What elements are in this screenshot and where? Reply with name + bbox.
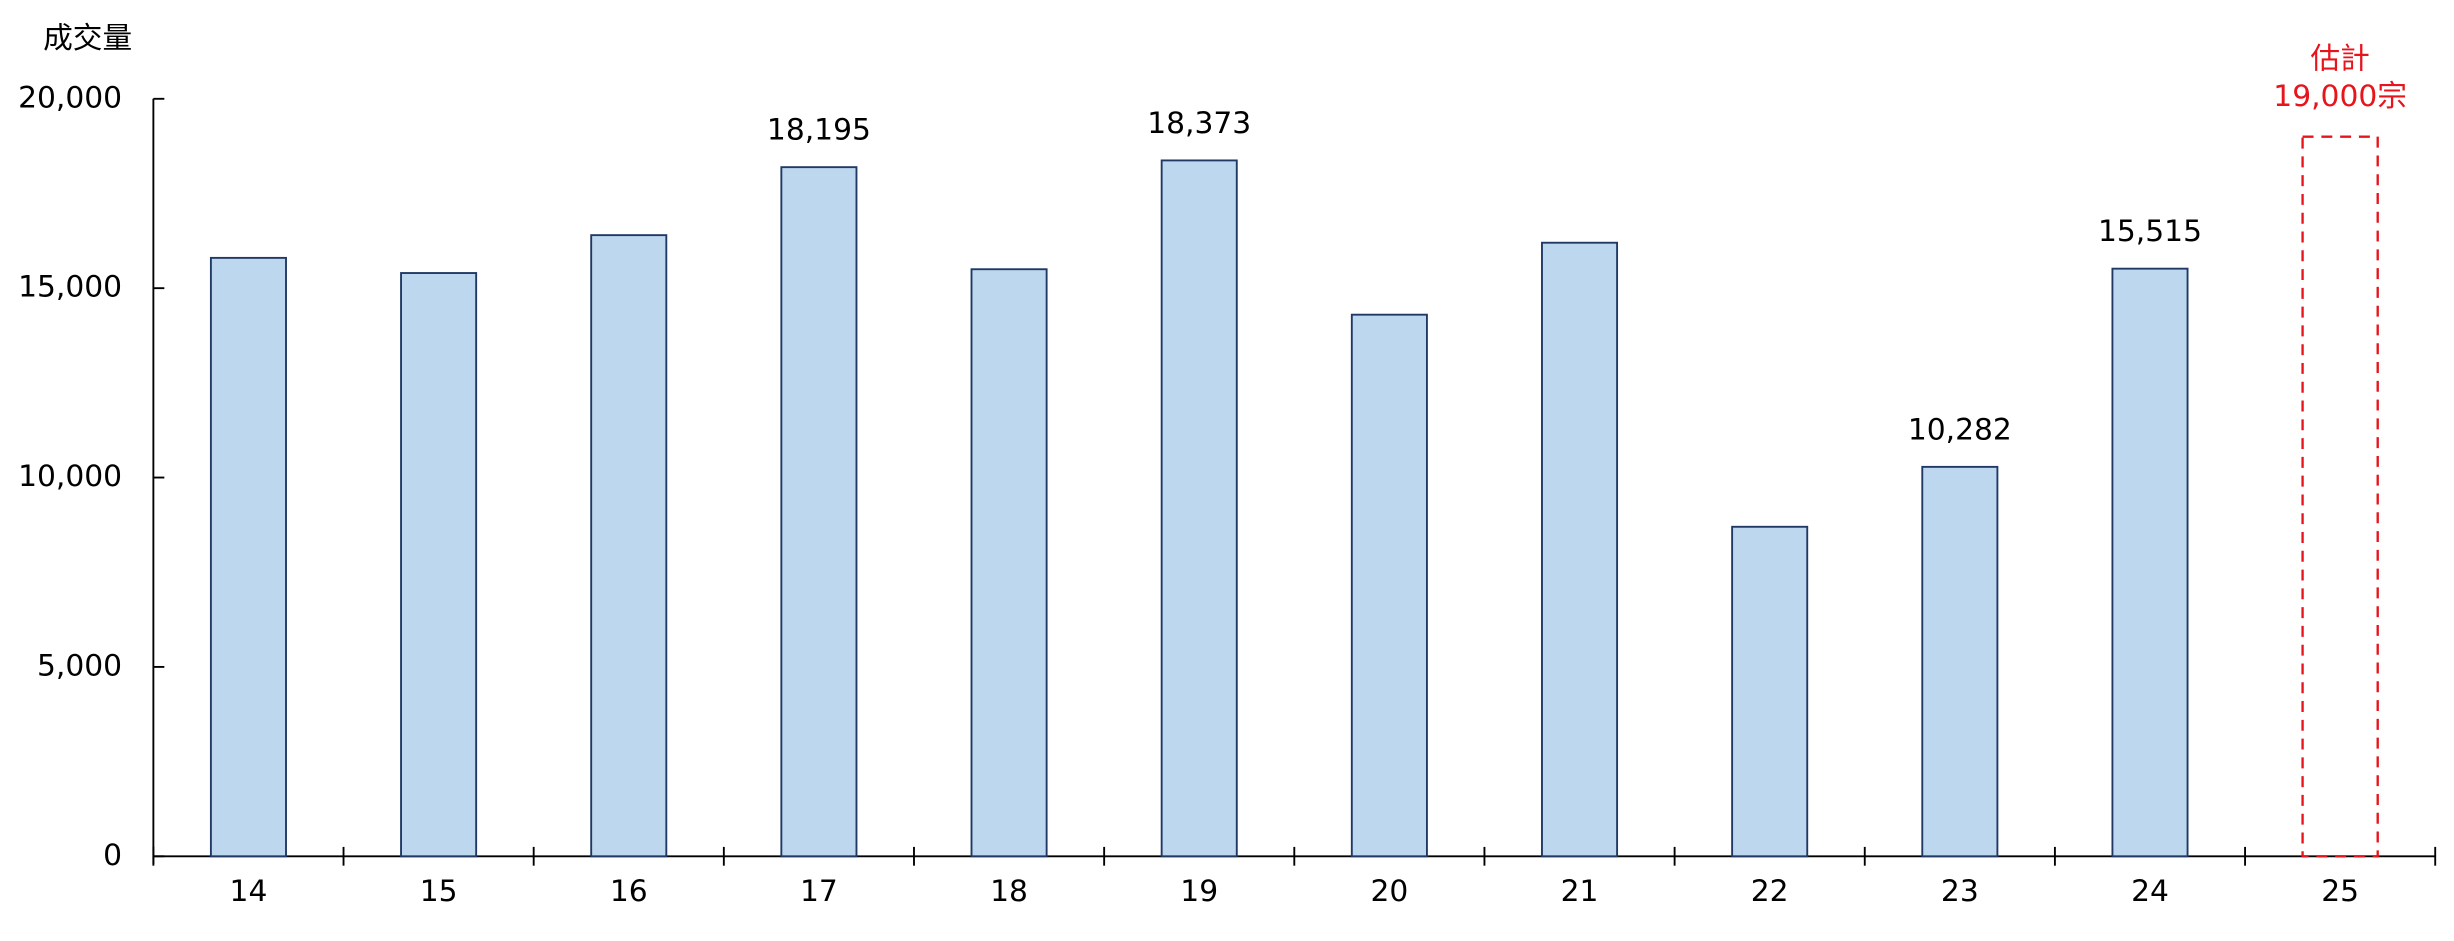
x-tick-label: 25 [2321,874,2359,909]
bar [1921,465,1999,858]
x-tick-label: 22 [1751,874,1789,909]
y-axis-label: 成交量 [43,21,132,56]
y-tick-label: 20,000 [18,80,122,115]
value-label: 18,195 [767,113,871,148]
bar [590,234,668,858]
x-tick-label: 16 [610,874,648,909]
bar [970,268,1048,858]
y-tick-label: 5,000 [37,648,122,683]
estimate-text: 估計 [2310,41,2369,76]
x-tick-label: 23 [1941,874,1979,909]
bar [1160,159,1238,858]
x-tick-label: 19 [1180,874,1218,909]
value-label: 18,373 [1147,106,1251,141]
value-label: 10,282 [1908,412,2012,447]
estimate-value-label: 19,000宗 [2273,79,2407,114]
y-tick-label: 15,000 [18,270,122,305]
y-tick-label: 10,000 [18,459,122,494]
x-tick-label: 15 [420,874,458,909]
x-tick-label: 20 [1370,874,1408,909]
y-tick-label: 0 [103,838,122,873]
x-tick-label: 14 [230,874,268,909]
bar [400,272,478,858]
x-tick-label: 24 [2131,874,2169,909]
x-tick-label: 18 [990,874,1028,909]
bar [1541,241,1619,858]
bar [1731,525,1809,858]
x-tick-label: 21 [1561,874,1599,909]
x-tick-label: 17 [800,874,838,909]
value-label: 15,515 [2098,214,2202,249]
bar [780,166,858,858]
bar [1350,313,1428,858]
estimate-bar [2301,135,2379,858]
bar [209,256,287,858]
bar [2111,267,2189,858]
